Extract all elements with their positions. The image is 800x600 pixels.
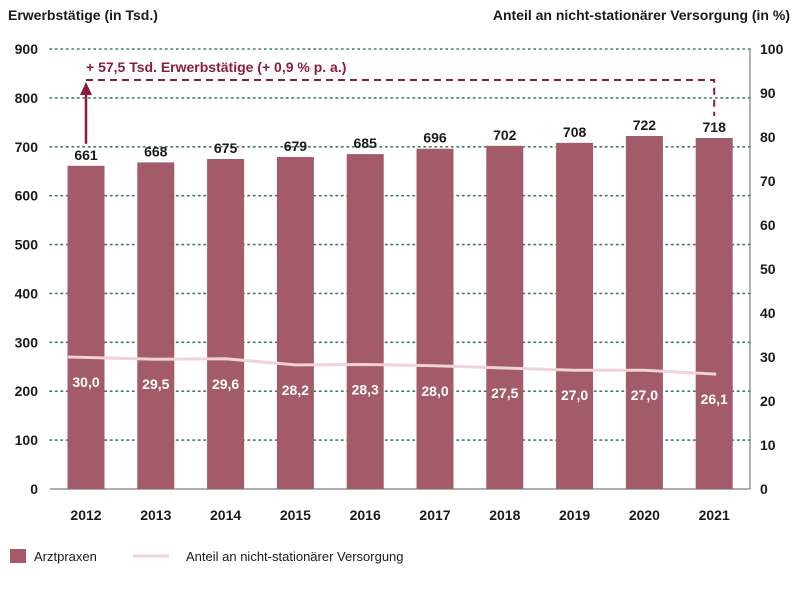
share-value-label: 26,1 [701, 391, 728, 407]
bar-2019 [556, 142, 594, 489]
bar-2017 [416, 148, 454, 489]
x-tick-label: 2021 [699, 507, 730, 523]
bar-value-label: 722 [633, 117, 657, 133]
left-tick-label: 600 [15, 188, 39, 204]
right-tick-label: 100 [760, 41, 784, 57]
bar-value-label: 661 [74, 147, 98, 163]
legend-label-arztpraxen: Arztpraxen [34, 549, 97, 564]
right-axis-title: Anteil an nicht-stationärer Versorgung (… [493, 7, 790, 23]
bar-2021 [695, 137, 733, 489]
legend-swatch-arztpraxen [10, 549, 26, 563]
right-tick-label: 0 [760, 481, 768, 497]
share-line [67, 355, 717, 376]
bar-value-label: 718 [703, 119, 727, 135]
right-tick-label: 90 [760, 85, 776, 101]
bar-2015 [276, 157, 314, 490]
legend: Arztpraxen Anteil an nicht-stationärer V… [10, 549, 404, 564]
bar-value-label: 685 [354, 135, 378, 151]
right-axis-ticks: 0 10 20 30 40 50 60 70 80 90 100 [760, 41, 784, 497]
share-value-label: 28,2 [282, 382, 309, 398]
bar-value-label: 708 [563, 124, 587, 140]
share-value-label: 29,5 [142, 376, 169, 392]
bar-value-label: 702 [493, 127, 517, 143]
x-tick-label: 2020 [629, 507, 660, 523]
bar-2012 [67, 165, 105, 489]
bar-value-label: 668 [144, 143, 168, 159]
annotation-bracket [86, 79, 716, 116]
x-tick-label: 2014 [210, 507, 241, 523]
bars: 661 668 675 679 685 696 702 708 722 718 [67, 117, 733, 490]
bar-2018 [486, 145, 524, 490]
bar-value-label: 675 [214, 140, 238, 156]
bar-value-label: 679 [284, 138, 308, 154]
x-tick-label: 2017 [419, 507, 450, 523]
right-tick-label: 80 [760, 129, 776, 145]
right-tick-label: 30 [760, 349, 776, 365]
x-tick-label: 2013 [140, 507, 171, 523]
share-value-label: 30,0 [72, 374, 99, 390]
bar-2014 [207, 159, 245, 489]
right-tick-label: 40 [760, 305, 776, 321]
share-value-label: 27,5 [491, 385, 518, 401]
left-tick-label: 900 [15, 41, 39, 57]
right-tick-label: 20 [760, 393, 776, 409]
left-tick-label: 200 [15, 383, 39, 399]
right-tick-label: 50 [760, 261, 776, 277]
bar-value-label: 696 [423, 130, 447, 146]
growth-annotation-text: + 57,5 Tsd. Erwerbstätige (+ 0,9 % p. a.… [86, 59, 346, 75]
growth-annotation: + 57,5 Tsd. Erwerbstätige (+ 0,9 % p. a.… [80, 59, 716, 144]
left-tick-label: 700 [15, 139, 39, 155]
share-value-label: 27,0 [561, 387, 588, 403]
bar-2016 [346, 154, 384, 489]
left-tick-label: 500 [15, 237, 39, 253]
share-value-label: 28,0 [421, 383, 448, 399]
right-tick-label: 70 [760, 173, 776, 189]
share-value-label: 29,6 [212, 376, 239, 392]
right-tick-label: 10 [760, 437, 776, 453]
share-line-group: 30,0 29,5 29,6 28,2 28,3 28,0 27,5 27,0 27,0 26,1 [67, 355, 728, 407]
x-axis-ticks: 2012 2013 2014 2015 2016 2017 2018 2019 2020 2021 [70, 507, 730, 523]
right-tick-label: 60 [760, 217, 776, 233]
bar-2020 [625, 136, 663, 489]
left-tick-label: 0 [30, 481, 38, 497]
left-tick-label: 300 [15, 334, 39, 350]
x-tick-label: 2012 [70, 507, 101, 523]
legend-label-share-line: Anteil an nicht-stationärer Versorgung [186, 549, 404, 564]
arrow-up-icon [80, 82, 92, 95]
x-tick-label: 2015 [280, 507, 311, 523]
left-tick-label: 400 [15, 285, 39, 301]
bar-2013 [137, 162, 175, 489]
x-tick-label: 2019 [559, 507, 590, 523]
left-axis-ticks: 0 100 200 300 400 500 600 700 800 900 [15, 41, 39, 497]
share-value-label: 28,3 [352, 381, 379, 397]
left-axis-title: Erwerbstätige (in Tsd.) [8, 7, 158, 23]
share-value-label: 27,0 [631, 387, 658, 403]
left-tick-label: 100 [15, 432, 39, 448]
x-tick-label: 2016 [350, 507, 381, 523]
x-tick-label: 2018 [489, 507, 520, 523]
left-tick-label: 800 [15, 90, 39, 106]
